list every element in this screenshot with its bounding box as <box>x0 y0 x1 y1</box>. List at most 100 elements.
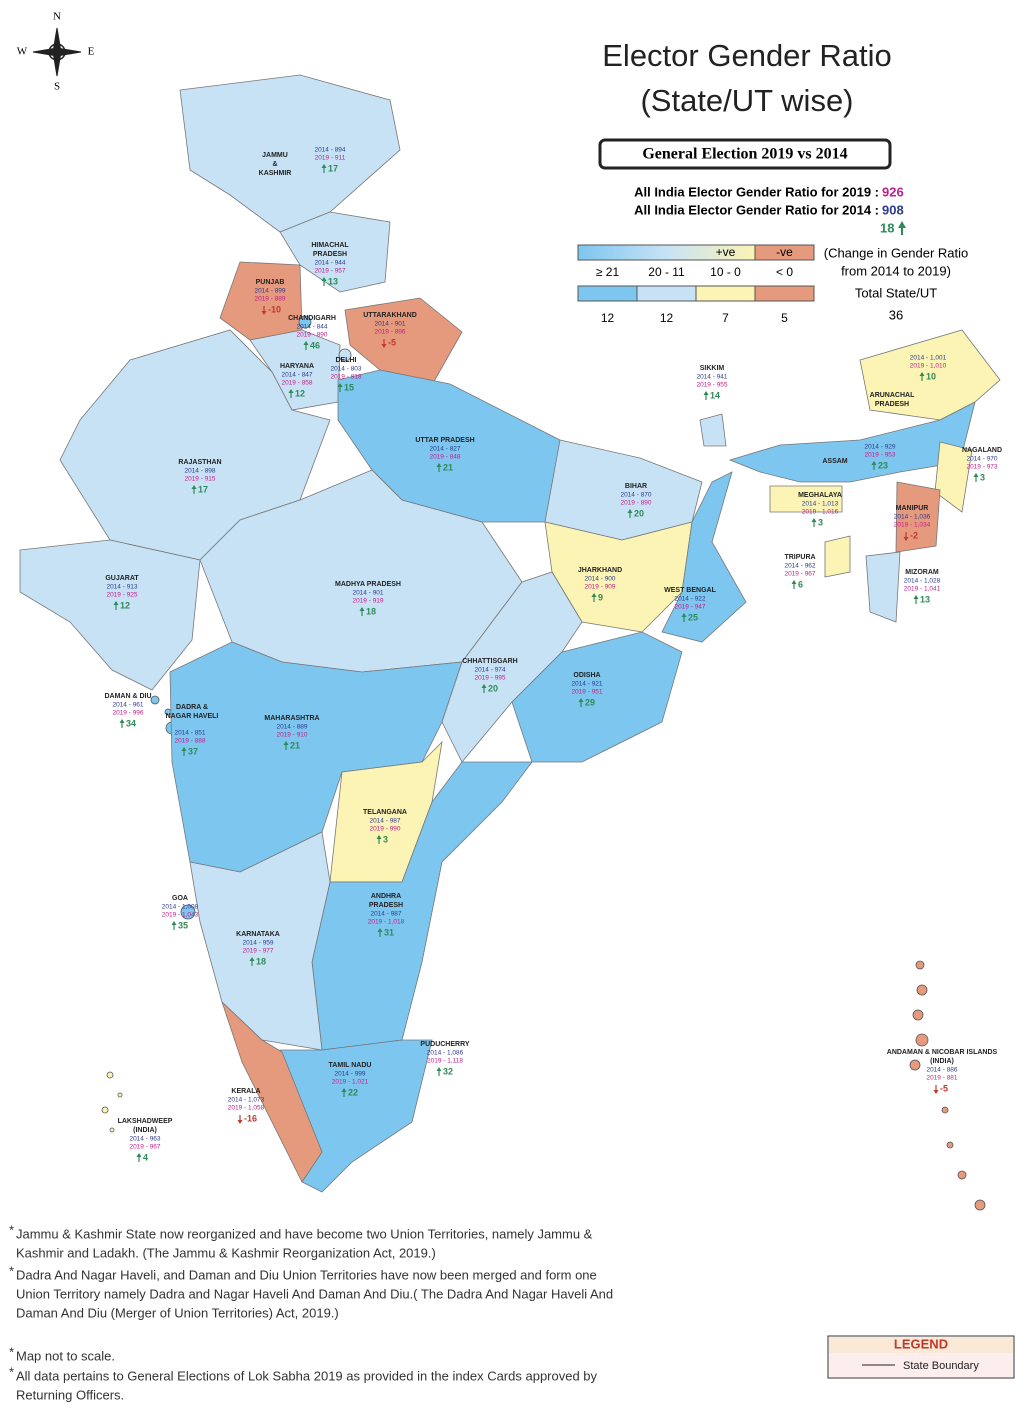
change-arrow-head <box>591 593 597 597</box>
state-name: DADRA & <box>176 704 208 711</box>
all-india: All India Elector Gender Ratio for 2019 … <box>634 184 906 235</box>
scale-positive: +ve <box>716 245 736 259</box>
change: 23 <box>878 460 888 470</box>
ratio-2014: 2014 - 894 <box>314 147 345 154</box>
change: 35 <box>178 920 188 930</box>
ratio-2019: 2019 - 925 <box>106 592 137 599</box>
state-name: GUJARAT <box>105 575 139 582</box>
state-name: UTTAR PRADESH <box>415 437 474 444</box>
change: -5 <box>940 1083 948 1093</box>
state-area <box>511 631 683 763</box>
ratio-2019: 2019 - 1,018 <box>368 919 405 926</box>
note-star: * <box>9 1364 14 1379</box>
change: -10 <box>268 304 281 314</box>
title-line: (State/UT wise) <box>640 83 853 118</box>
scale-note: (Change in Gender Ratio <box>824 245 969 260</box>
change: 22 <box>348 1087 358 1097</box>
change: 18 <box>256 956 266 966</box>
all-india-2014: 908 <box>882 202 904 217</box>
change-arrow-head <box>578 698 584 702</box>
ratio-2019: 2019 - 967 <box>129 1144 160 1151</box>
state-name: JHARKHAND <box>578 567 622 574</box>
state-area <box>915 960 925 970</box>
change: 17 <box>198 484 208 494</box>
ratio-2014: 2014 - 962 <box>784 563 815 570</box>
ratio-2014: 2014 - 851 <box>174 730 205 737</box>
change: 34 <box>126 718 136 728</box>
state-name: UTTARAKHAND <box>363 312 417 319</box>
state-area <box>974 1199 986 1211</box>
state-area <box>957 1170 967 1180</box>
state-area <box>109 1127 115 1133</box>
change: 29 <box>585 697 595 707</box>
ratio-2019: 2019 - 990 <box>369 826 400 833</box>
ratio-2019: 2019 - 977 <box>242 948 273 955</box>
scale-swatch <box>577 285 638 302</box>
state-name: PUNJAB <box>256 279 285 286</box>
ratio-2014: 2014 - 961 <box>112 702 143 709</box>
map <box>19 74 1001 1211</box>
ratio-2019: 2019 - 967 <box>784 571 815 578</box>
change-arrow-head <box>288 389 294 393</box>
change-arrow-head <box>303 341 309 345</box>
change: 14 <box>710 390 720 400</box>
change-arrow-head <box>377 928 383 932</box>
state-name: HARYANA <box>280 363 314 370</box>
ratio-2014: 2014 - 941 <box>696 374 727 381</box>
state-area <box>150 695 160 705</box>
ratio-2014: 2014 - 970 <box>966 456 997 463</box>
change-arrow-head <box>973 473 979 477</box>
change-arrow-head <box>481 684 487 688</box>
compass-e: E <box>88 46 95 58</box>
compass-w: W <box>17 46 28 58</box>
change-arrow-head <box>113 601 119 605</box>
ratio-2014: 2014 - 844 <box>296 324 327 331</box>
change: 12 <box>295 388 305 398</box>
scale-class: < 0 <box>776 265 793 279</box>
ratio-2019: 2019 - 973 <box>966 464 997 471</box>
change: 13 <box>920 594 930 604</box>
change: 3 <box>980 472 985 482</box>
ratio-2014: 2014 - 901 <box>374 321 405 328</box>
state-name: DELHI <box>336 357 357 364</box>
change: 9 <box>598 592 603 602</box>
change: 12 <box>120 600 130 610</box>
state-area <box>179 74 401 233</box>
state-name: CHANDIGARH <box>288 315 336 322</box>
subtitle-box <box>598 138 892 170</box>
state-area <box>824 535 851 578</box>
state-area <box>338 348 352 362</box>
state-name: DAMAN & DIU <box>104 693 151 700</box>
change-arrow-head <box>898 221 906 228</box>
ratio-2019: 2019 - 1,010 <box>910 363 947 370</box>
state-name: TRIPURA <box>784 554 815 561</box>
ratio-2019: 2019 - 858 <box>281 380 312 387</box>
title-line: Elector Gender Ratio <box>602 38 891 73</box>
change: 37 <box>188 746 198 756</box>
ratio-2014: 2014 - 827 <box>429 446 460 453</box>
change-arrow-head <box>791 580 797 584</box>
state-name: PRADESH <box>875 401 909 408</box>
ratio-2019: 2019 - 890 <box>620 500 651 507</box>
note-line: Kashmir and Ladakh. (The Jammu & Kashmir… <box>16 1245 436 1260</box>
note-line: Returning Officers. <box>16 1387 124 1402</box>
state-name: TAMIL NADU <box>329 1062 372 1069</box>
ratio-2014: 2014 - 987 <box>370 911 401 918</box>
change-arrow-head <box>376 835 382 839</box>
ratio-2019: 2019 - 848 <box>429 454 460 461</box>
compass-n: N <box>53 11 61 23</box>
change-arrow-head <box>871 461 877 465</box>
ratio-2019: 2019 - 911 <box>315 155 346 162</box>
state-name: ASSAM <box>822 458 847 465</box>
ratio-2014: 2014 - 1,036 <box>894 514 931 521</box>
ratio-2014: 2014 - 889 <box>276 724 307 731</box>
state-name: KASHMIR <box>259 170 292 177</box>
compass-s: S <box>54 81 60 93</box>
state-area <box>106 1071 114 1079</box>
change: 32 <box>443 1066 453 1076</box>
ratio-2019: 2019 - 1,034 <box>894 522 931 529</box>
state-area <box>298 315 312 329</box>
state-area <box>180 904 196 920</box>
ratio-2014: 2014 - 901 <box>352 590 383 597</box>
